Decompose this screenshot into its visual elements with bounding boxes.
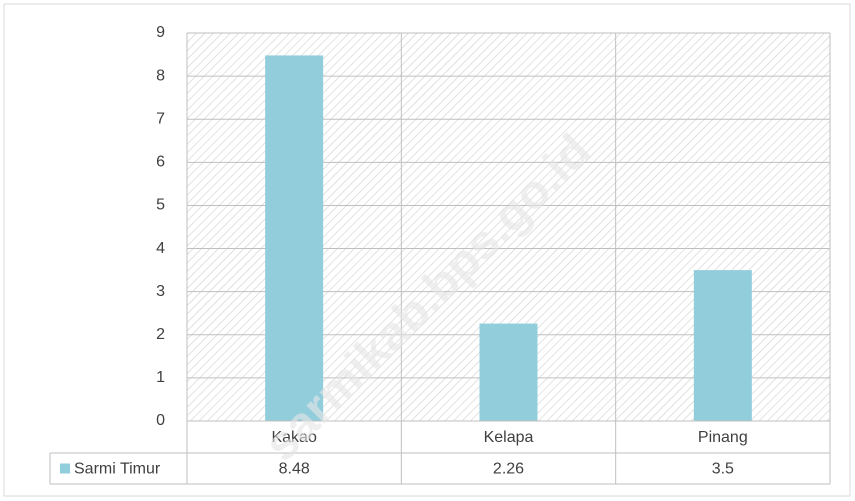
y-tick-label: 7	[156, 110, 165, 127]
y-tick-label: 5	[156, 197, 165, 214]
x-tick-label: Kakao	[271, 429, 316, 446]
y-tick-label: 0	[156, 412, 165, 429]
legend-label: Sarmi Timur	[74, 461, 161, 478]
table-value: 8.48	[279, 461, 310, 478]
legend-swatch	[60, 463, 70, 474]
table-value: 3.5	[712, 461, 734, 478]
bar	[693, 270, 752, 421]
bar	[265, 55, 324, 421]
x-tick-label: Kelapa	[484, 429, 534, 446]
y-tick-label: 1	[156, 369, 165, 386]
y-tick-label: 4	[156, 240, 165, 257]
y-tick-label: 2	[156, 326, 165, 343]
y-tick-label: 6	[156, 154, 165, 171]
bar	[479, 323, 538, 421]
y-tick-label: 8	[156, 67, 165, 84]
table-value: 2.26	[493, 461, 524, 478]
y-tick-label: 9	[156, 24, 165, 41]
x-tick-label: Pinang	[698, 429, 748, 446]
y-tick-label: 3	[156, 283, 165, 300]
